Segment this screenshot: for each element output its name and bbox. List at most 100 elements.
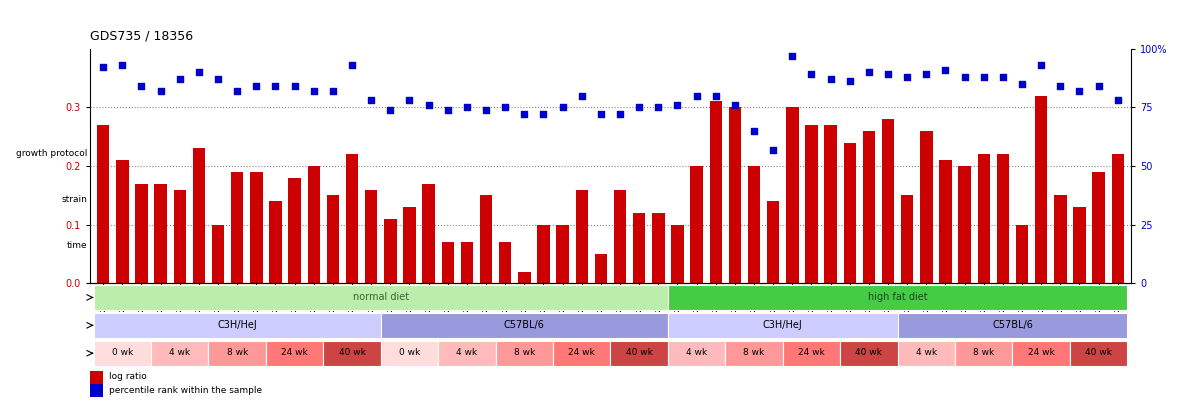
Point: [170, 76, 189, 82]
Bar: [365, 190, 377, 284]
Bar: [308, 166, 320, 284]
Point: [515, 111, 534, 117]
Text: percentile rank within the sample: percentile rank within the sample: [109, 386, 262, 395]
Point: [496, 104, 515, 111]
Bar: [154, 183, 166, 284]
Bar: [269, 201, 281, 284]
Point: [1108, 97, 1128, 104]
Point: [400, 97, 419, 104]
Point: [534, 111, 553, 117]
Bar: [480, 195, 492, 284]
Point: [879, 71, 898, 78]
Point: [1089, 83, 1108, 90]
Bar: [898, 313, 1128, 338]
Text: 4 wk: 4 wk: [686, 348, 707, 357]
Point: [227, 87, 247, 94]
Point: [93, 64, 113, 70]
Bar: [783, 341, 840, 366]
Text: 40 wk: 40 wk: [1086, 348, 1112, 357]
Text: 0 wk: 0 wk: [399, 348, 420, 357]
Point: [266, 83, 285, 90]
Point: [630, 104, 649, 111]
Point: [917, 71, 936, 78]
Point: [208, 76, 227, 82]
Bar: [898, 341, 955, 366]
Point: [361, 97, 381, 104]
Point: [955, 74, 974, 80]
Bar: [90, 384, 103, 397]
Text: GDS735 / 18356: GDS735 / 18356: [90, 30, 193, 43]
Bar: [438, 341, 496, 366]
Point: [668, 102, 687, 108]
Bar: [844, 143, 856, 284]
Bar: [93, 285, 668, 310]
Bar: [1013, 341, 1070, 366]
Bar: [193, 148, 205, 284]
Text: 4 wk: 4 wk: [916, 348, 937, 357]
Point: [572, 92, 591, 99]
Bar: [461, 242, 473, 284]
Point: [821, 76, 840, 82]
Text: 40 wk: 40 wk: [339, 348, 365, 357]
Point: [304, 87, 323, 94]
Bar: [806, 125, 818, 284]
Bar: [518, 272, 530, 283]
Text: 8 wk: 8 wk: [514, 348, 535, 357]
Point: [457, 104, 476, 111]
Bar: [557, 225, 569, 283]
Text: C3H/HeJ: C3H/HeJ: [762, 320, 803, 330]
Bar: [725, 341, 783, 366]
Bar: [672, 225, 683, 283]
Text: 24 wk: 24 wk: [569, 348, 595, 357]
Text: 24 wk: 24 wk: [281, 348, 308, 357]
Point: [247, 83, 266, 90]
Text: log ratio: log ratio: [109, 373, 146, 382]
Text: 24 wk: 24 wk: [798, 348, 825, 357]
Bar: [381, 313, 668, 338]
Bar: [668, 341, 725, 366]
Point: [189, 69, 208, 75]
Point: [725, 102, 745, 108]
Bar: [288, 178, 300, 284]
Bar: [610, 341, 668, 366]
Text: 8 wk: 8 wk: [226, 348, 248, 357]
Point: [840, 78, 859, 85]
Bar: [323, 341, 381, 366]
Point: [1051, 83, 1070, 90]
Text: 0 wk: 0 wk: [111, 348, 133, 357]
Bar: [955, 341, 1013, 366]
Text: 8 wk: 8 wk: [973, 348, 995, 357]
Bar: [97, 125, 109, 284]
Bar: [1035, 96, 1047, 284]
Bar: [1112, 154, 1124, 284]
Bar: [1070, 341, 1128, 366]
Point: [1070, 87, 1089, 94]
Text: 24 wk: 24 wk: [1028, 348, 1055, 357]
Point: [591, 111, 610, 117]
Bar: [381, 341, 438, 366]
Bar: [1016, 225, 1028, 283]
Text: C3H/HeJ: C3H/HeJ: [218, 320, 257, 330]
Bar: [499, 242, 511, 284]
Bar: [882, 119, 894, 284]
Bar: [668, 313, 898, 338]
Bar: [208, 341, 266, 366]
Point: [687, 92, 706, 99]
Bar: [327, 195, 339, 284]
Point: [936, 66, 955, 73]
Text: high fat diet: high fat diet: [868, 292, 928, 302]
Bar: [151, 341, 208, 366]
Bar: [1093, 172, 1105, 284]
Point: [1032, 62, 1051, 68]
Point: [1013, 81, 1032, 87]
Bar: [442, 242, 454, 284]
Point: [745, 128, 764, 134]
Bar: [901, 195, 913, 284]
Bar: [668, 285, 1128, 310]
Bar: [346, 154, 358, 284]
Bar: [652, 213, 664, 284]
Text: strain: strain: [61, 195, 87, 204]
Bar: [93, 313, 381, 338]
Bar: [691, 166, 703, 284]
Bar: [231, 172, 243, 284]
